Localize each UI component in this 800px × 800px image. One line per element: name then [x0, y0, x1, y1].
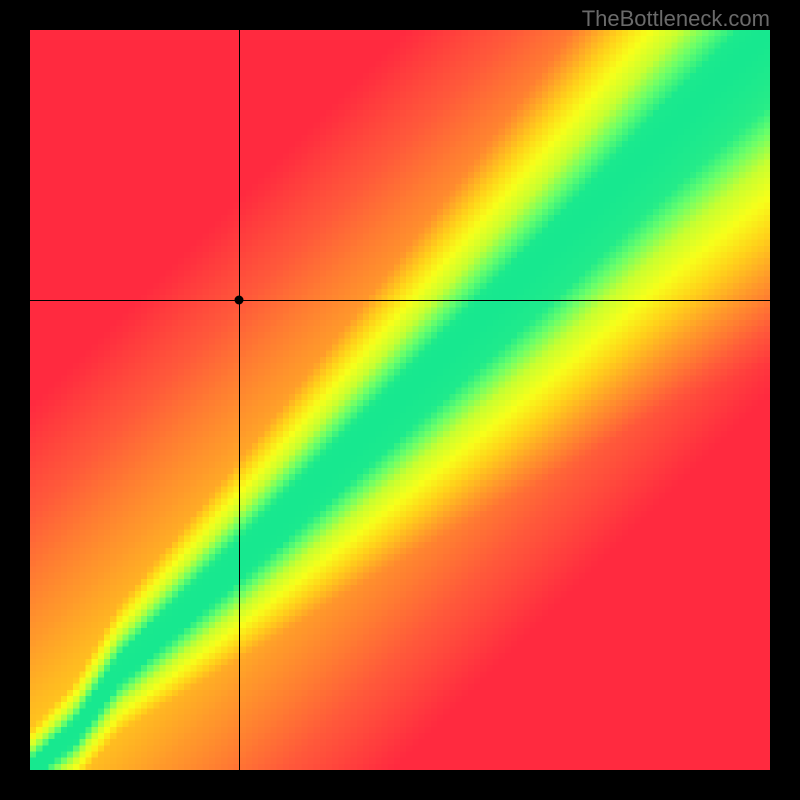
- heatmap-canvas: [30, 30, 770, 770]
- heatmap-plot: [30, 30, 770, 770]
- marker-dot: [235, 296, 244, 305]
- crosshair-horizontal: [30, 300, 770, 301]
- watermark-text: TheBottleneck.com: [582, 6, 770, 32]
- crosshair-vertical: [239, 30, 240, 770]
